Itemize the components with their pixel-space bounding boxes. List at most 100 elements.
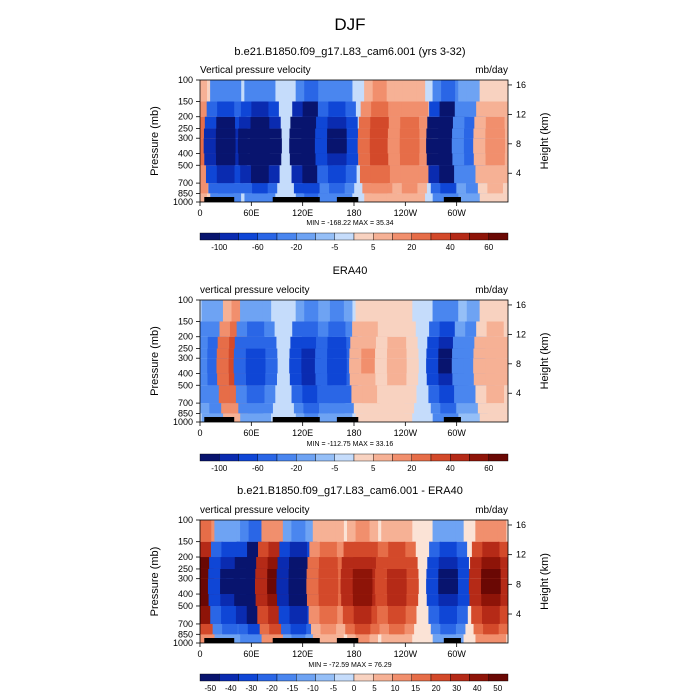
y-tick-label: 100 [178,515,193,525]
contour-core [245,348,266,359]
colorbar-swatch [450,232,470,241]
contour-core [249,138,270,154]
panel-2-right-label: mb/day [475,505,508,516]
colorbar-label: 5 [372,684,377,693]
contour-core [482,605,500,624]
x-tick-label: 0 [197,208,202,218]
y-right-tick-label: 8 [516,359,521,369]
colorbar-label: 15 [411,684,420,693]
contour-core [400,116,419,129]
contour-core [302,165,321,184]
contour-core [464,116,484,129]
contour-core [289,557,308,569]
contour-core [291,520,306,542]
contour-core [402,193,417,202]
y-axis-label: Pressure (mb) [149,326,161,396]
colorbar-label: 10 [391,684,400,693]
colorbar-label: -5 [330,684,338,693]
panel-0-left-label: Vertical pressure velocity [200,65,311,76]
y-right-axis-label: Height (km) [539,333,551,390]
x-tick-label: 180 [346,649,361,659]
colorbar-swatch [276,453,297,462]
contour-core [363,403,379,414]
colorbar-label: -10 [307,684,319,693]
colorbar-swatch [315,453,335,462]
contour-core [218,80,233,102]
contour-core [481,557,501,569]
contour-core [485,336,505,349]
x-tick-label: 120E [292,208,313,218]
contour-core [269,623,285,635]
contour-core [222,623,238,635]
contour-core [485,348,505,359]
contour-core [488,80,503,102]
contour-core [441,80,456,102]
contour-core [439,385,457,404]
contour-core [387,348,407,359]
colorbar-swatch [334,453,355,462]
contour-core [222,520,237,542]
y-tick-label: 700 [178,398,193,408]
contour-core [200,541,213,558]
contour-core [252,193,267,202]
contour-core [466,413,481,422]
contour-core [220,568,240,579]
contour-core [217,183,234,194]
contour-core [466,193,481,202]
contour-core [361,373,381,386]
contour-core [483,520,498,542]
y-right-tick-label: 16 [516,80,526,90]
contour-core [216,116,236,129]
contour-core [200,193,207,202]
contour-core [361,348,381,359]
contour-core [318,578,339,595]
contour-core [216,153,236,166]
contour-core [303,403,320,414]
contour-core [364,413,379,422]
panel-1-minmax: MIN = -112.75 MAX = 33.16 [307,441,394,448]
contour-core [329,183,345,194]
contour-core [401,183,418,194]
y-tick-label: 200 [178,112,193,122]
panel-2-left-label: vertical pressure velocity [200,505,309,516]
contour-core [318,594,338,606]
contour-core [488,300,503,322]
contour-core [388,321,406,337]
contour-core [387,336,407,349]
panel-1-title: ERA40 [333,265,368,277]
contour-core [401,101,419,117]
contour-core [354,623,371,635]
contour-core [438,557,458,569]
y-tick-label: 150 [178,537,193,547]
x-tick-label: 60E [243,208,259,218]
contour-core [200,623,213,635]
contour-core [352,594,373,606]
contour-core [465,403,482,414]
contour-core [466,300,481,322]
contour-core [441,300,456,322]
contour-core [485,153,505,166]
panel-2-title: b.e21.B1850.f09_g17.L83_cam6.001 - ERA40 [237,485,463,497]
topography-block [272,417,320,422]
contour-core [399,138,420,154]
y-tick-label: 200 [178,552,193,562]
contour-core [486,385,505,404]
colorbar-swatch [488,232,509,241]
topography-block [204,638,235,643]
contour-core [328,165,346,184]
contour-core [250,116,270,129]
colorbar-swatch [238,673,258,682]
x-tick-label: 180 [346,208,361,218]
colorbar-swatch [392,673,412,682]
contour-core [399,153,420,166]
x-tick-label: 180 [346,428,361,438]
colorbar-label: 60 [484,464,493,473]
y-right-tick-label: 16 [516,520,526,530]
colorbar-swatch [334,673,355,682]
contour-core [386,358,407,374]
contour-core [270,520,284,542]
contour-core [400,165,419,184]
contour-core [303,183,320,194]
colorbar-label: 20 [407,464,416,473]
colorbar-label: -15 [287,684,299,693]
